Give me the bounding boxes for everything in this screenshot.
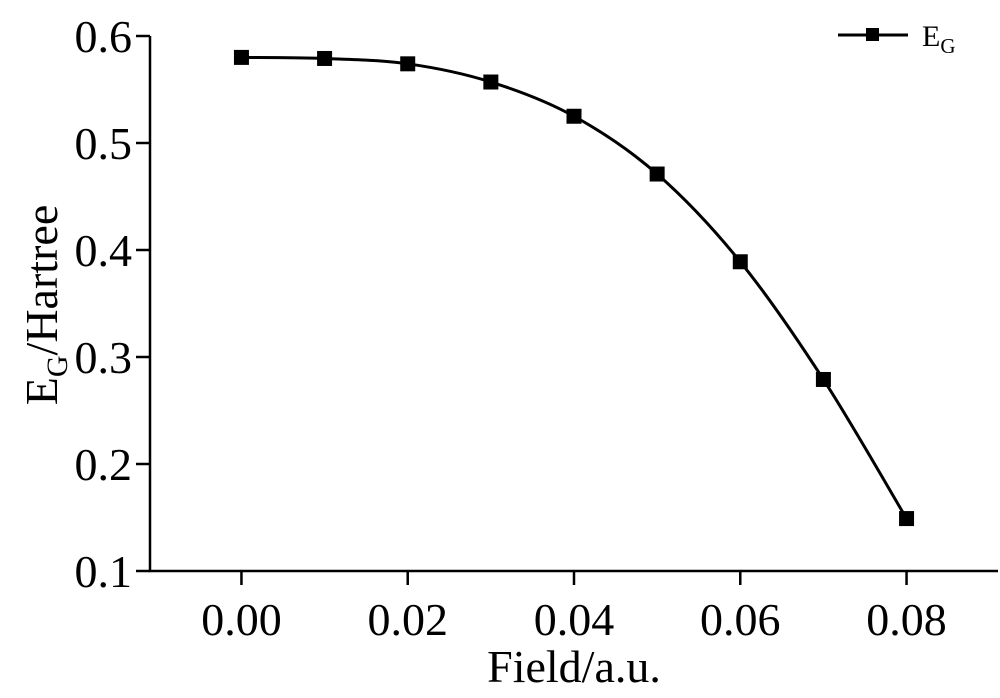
legend-marker (866, 28, 879, 41)
y-tick-label: 0.5 (75, 118, 133, 169)
y-tick-label: 0.6 (75, 11, 133, 62)
data-point (483, 74, 499, 90)
series-line (241, 55, 908, 520)
legend: EG (838, 20, 956, 58)
y-axis-title-suffix: /Hartree (16, 205, 67, 356)
data-point (732, 254, 748, 270)
data-point (899, 511, 915, 527)
data-point (317, 50, 333, 66)
legend-label: EG (922, 20, 956, 58)
x-tick-label: 0.00 (201, 594, 282, 645)
y-tick-label: 0.4 (75, 225, 133, 276)
x-tick-label: 0.02 (367, 594, 448, 645)
series-layer (233, 49, 915, 527)
y-tick-label: 0.3 (75, 332, 133, 383)
y-tick-label: 0.1 (75, 546, 133, 597)
x-tick-label: 0.04 (534, 594, 615, 645)
y-axis-title-main: E (16, 377, 67, 405)
y-axis-title-subscript: G (41, 355, 74, 377)
data-point (815, 371, 831, 387)
legend-label-subscript: G (940, 34, 955, 58)
x-ticks: 0.00 0.02 0.04 0.06 0.08 (201, 571, 947, 645)
y-ticks: 0.1 0.2 0.3 0.4 0.5 0.6 (75, 11, 150, 597)
x-tick-label: 0.06 (700, 594, 781, 645)
data-point (566, 108, 582, 124)
x-tick-label: 0.08 (866, 594, 947, 645)
legend-label-main: E (922, 20, 940, 53)
x-axis-title: Field/a.u. (487, 641, 661, 692)
y-tick-label: 0.2 (75, 439, 133, 490)
data-point (233, 49, 249, 65)
data-point (400, 56, 416, 72)
data-point (649, 166, 665, 182)
y-axis-title: EG/Hartree (16, 205, 74, 405)
